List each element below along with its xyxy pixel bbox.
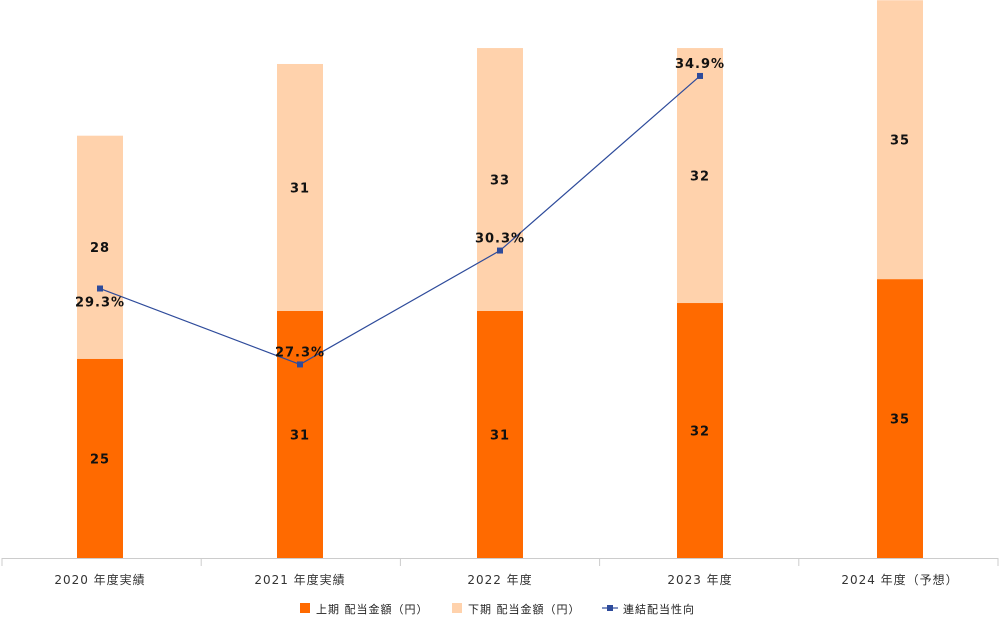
bar-second-half-label: 32	[690, 170, 710, 185]
legend-second-half-swatch	[452, 603, 462, 613]
bar-second-half	[477, 48, 523, 311]
x-tick-label: 2021 年度実績	[254, 572, 345, 587]
bar-first-half-label: 25	[90, 452, 110, 467]
payout-ratio-point	[497, 247, 503, 254]
bar-second-half	[77, 135, 123, 359]
bar-second-half	[877, 0, 923, 280]
bar-first-half	[77, 358, 123, 558]
payout-ratio-point	[297, 361, 303, 368]
legend-first-half-swatch	[300, 603, 310, 613]
payout-ratio-label: 30.3%	[475, 232, 525, 247]
payout-ratio-label: 34.9%	[675, 57, 725, 72]
bar-first-half-label: 32	[690, 425, 710, 440]
bar-second-half-label: 33	[490, 174, 510, 189]
payout-ratio-point	[697, 72, 703, 79]
bar-second-half-label: 35	[890, 134, 910, 149]
legend-payout-marker	[607, 605, 613, 611]
bar-second-half-label: 31	[290, 181, 310, 196]
bar-first-half	[677, 303, 723, 558]
x-tick-label: 2020 年度実績	[54, 572, 145, 587]
bar-first-half-label: 31	[490, 428, 510, 443]
x-tick-label: 2024 年度（予想）	[841, 572, 958, 587]
x-tick-label: 2022 年度	[467, 572, 532, 587]
payout-ratio-label: 29.3%	[75, 296, 125, 311]
payout-ratio-point	[97, 285, 103, 292]
x-tick-label: 2023 年度	[667, 572, 732, 587]
legend-first-half-label: 上期 配当金額（円）	[316, 602, 429, 616]
bar-first-half-label: 31	[290, 428, 310, 443]
bar-second-half	[277, 63, 323, 311]
legend-payout-label: 連結配当性向	[623, 602, 695, 616]
legend-second-half-label: 下期 配当金額（円）	[468, 602, 581, 616]
bar-first-half	[877, 279, 923, 558]
bar-second-half	[677, 48, 723, 304]
bar-first-half	[277, 310, 323, 558]
bar-first-half	[477, 310, 523, 558]
payout-ratio-line	[99, 75, 701, 366]
payout-ratio-label: 27.3%	[275, 345, 325, 360]
bar-first-half-label: 35	[890, 413, 910, 428]
bar-second-half-label: 28	[90, 241, 110, 256]
